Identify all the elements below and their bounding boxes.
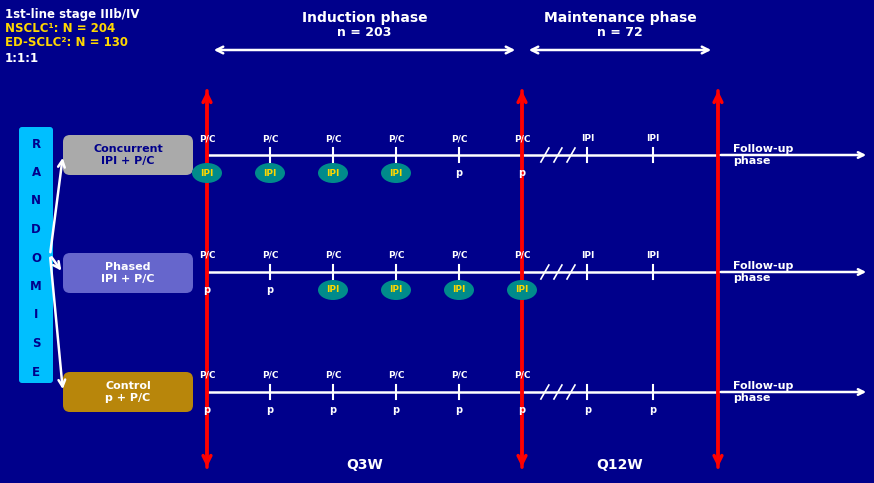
Text: p: p [455,405,462,415]
Text: p: p [455,168,462,178]
Ellipse shape [507,280,537,300]
Text: p: p [518,405,525,415]
Text: IPI: IPI [646,251,659,260]
Ellipse shape [444,280,474,300]
FancyBboxPatch shape [63,135,193,175]
Text: IPI: IPI [326,169,340,177]
Text: D: D [31,223,41,236]
Text: P/C: P/C [514,134,531,143]
Text: Control
p + P/C: Control p + P/C [105,381,151,403]
Text: A: A [31,166,40,179]
Text: IPI: IPI [580,134,594,143]
Text: p: p [584,405,591,415]
Text: NSCLC¹: N = 204: NSCLC¹: N = 204 [5,22,115,35]
Text: P/C: P/C [261,371,278,380]
FancyBboxPatch shape [19,127,53,383]
Text: Q3W: Q3W [346,458,383,472]
Ellipse shape [381,280,411,300]
Text: N: N [31,195,41,208]
Text: IPI: IPI [580,251,594,260]
Text: P/C: P/C [325,371,341,380]
Text: P/C: P/C [451,251,468,260]
FancyBboxPatch shape [63,253,193,293]
Text: I: I [34,309,38,322]
Text: ED-SCLC²: N = 130: ED-SCLC²: N = 130 [5,36,128,49]
Text: IPI: IPI [263,169,277,177]
Ellipse shape [318,280,348,300]
Text: p: p [204,285,211,295]
Text: IPI: IPI [453,285,466,295]
Text: P/C: P/C [451,371,468,380]
Text: p: p [267,405,274,415]
Ellipse shape [255,163,285,183]
Text: P/C: P/C [325,134,341,143]
Text: P/C: P/C [388,251,405,260]
Text: IPI: IPI [389,169,403,177]
Text: IPI: IPI [200,169,213,177]
Text: P/C: P/C [388,371,405,380]
Text: Phased
IPI + P/C: Phased IPI + P/C [101,262,155,284]
Text: P/C: P/C [325,251,341,260]
Text: p: p [649,405,656,415]
Text: P/C: P/C [261,134,278,143]
Text: 1st-line stage IIIb/IV: 1st-line stage IIIb/IV [5,8,140,21]
Text: 1:1:1: 1:1:1 [5,52,39,65]
Text: p: p [392,405,399,415]
Text: Maintenance phase: Maintenance phase [544,11,697,25]
Text: P/C: P/C [198,371,215,380]
Text: n = 203: n = 203 [337,27,392,40]
Text: O: O [31,252,41,265]
Text: Follow-up
phase: Follow-up phase [733,144,794,166]
Text: Follow-up
phase: Follow-up phase [733,261,794,283]
Text: Follow-up
phase: Follow-up phase [733,381,794,403]
Text: P/C: P/C [514,371,531,380]
Text: p: p [518,168,525,178]
Text: p: p [204,405,211,415]
Text: P/C: P/C [514,251,531,260]
Text: IPI: IPI [326,285,340,295]
Text: S: S [31,337,40,350]
Text: IPI: IPI [646,134,659,143]
Text: E: E [32,366,40,379]
Text: IPI: IPI [516,285,529,295]
Text: p: p [267,285,274,295]
Ellipse shape [192,163,222,183]
Text: IPI: IPI [389,285,403,295]
Text: M: M [30,280,42,293]
Text: n = 72: n = 72 [597,27,643,40]
Text: p: p [329,405,336,415]
FancyBboxPatch shape [63,372,193,412]
Text: Concurrent
IPI + P/C: Concurrent IPI + P/C [94,144,163,166]
Text: P/C: P/C [451,134,468,143]
Text: Q12W: Q12W [597,458,643,472]
Text: P/C: P/C [388,134,405,143]
Text: P/C: P/C [198,134,215,143]
Text: P/C: P/C [198,251,215,260]
Text: Induction phase: Induction phase [302,11,427,25]
Text: P/C: P/C [261,251,278,260]
Ellipse shape [381,163,411,183]
Text: R: R [31,138,40,151]
Ellipse shape [318,163,348,183]
